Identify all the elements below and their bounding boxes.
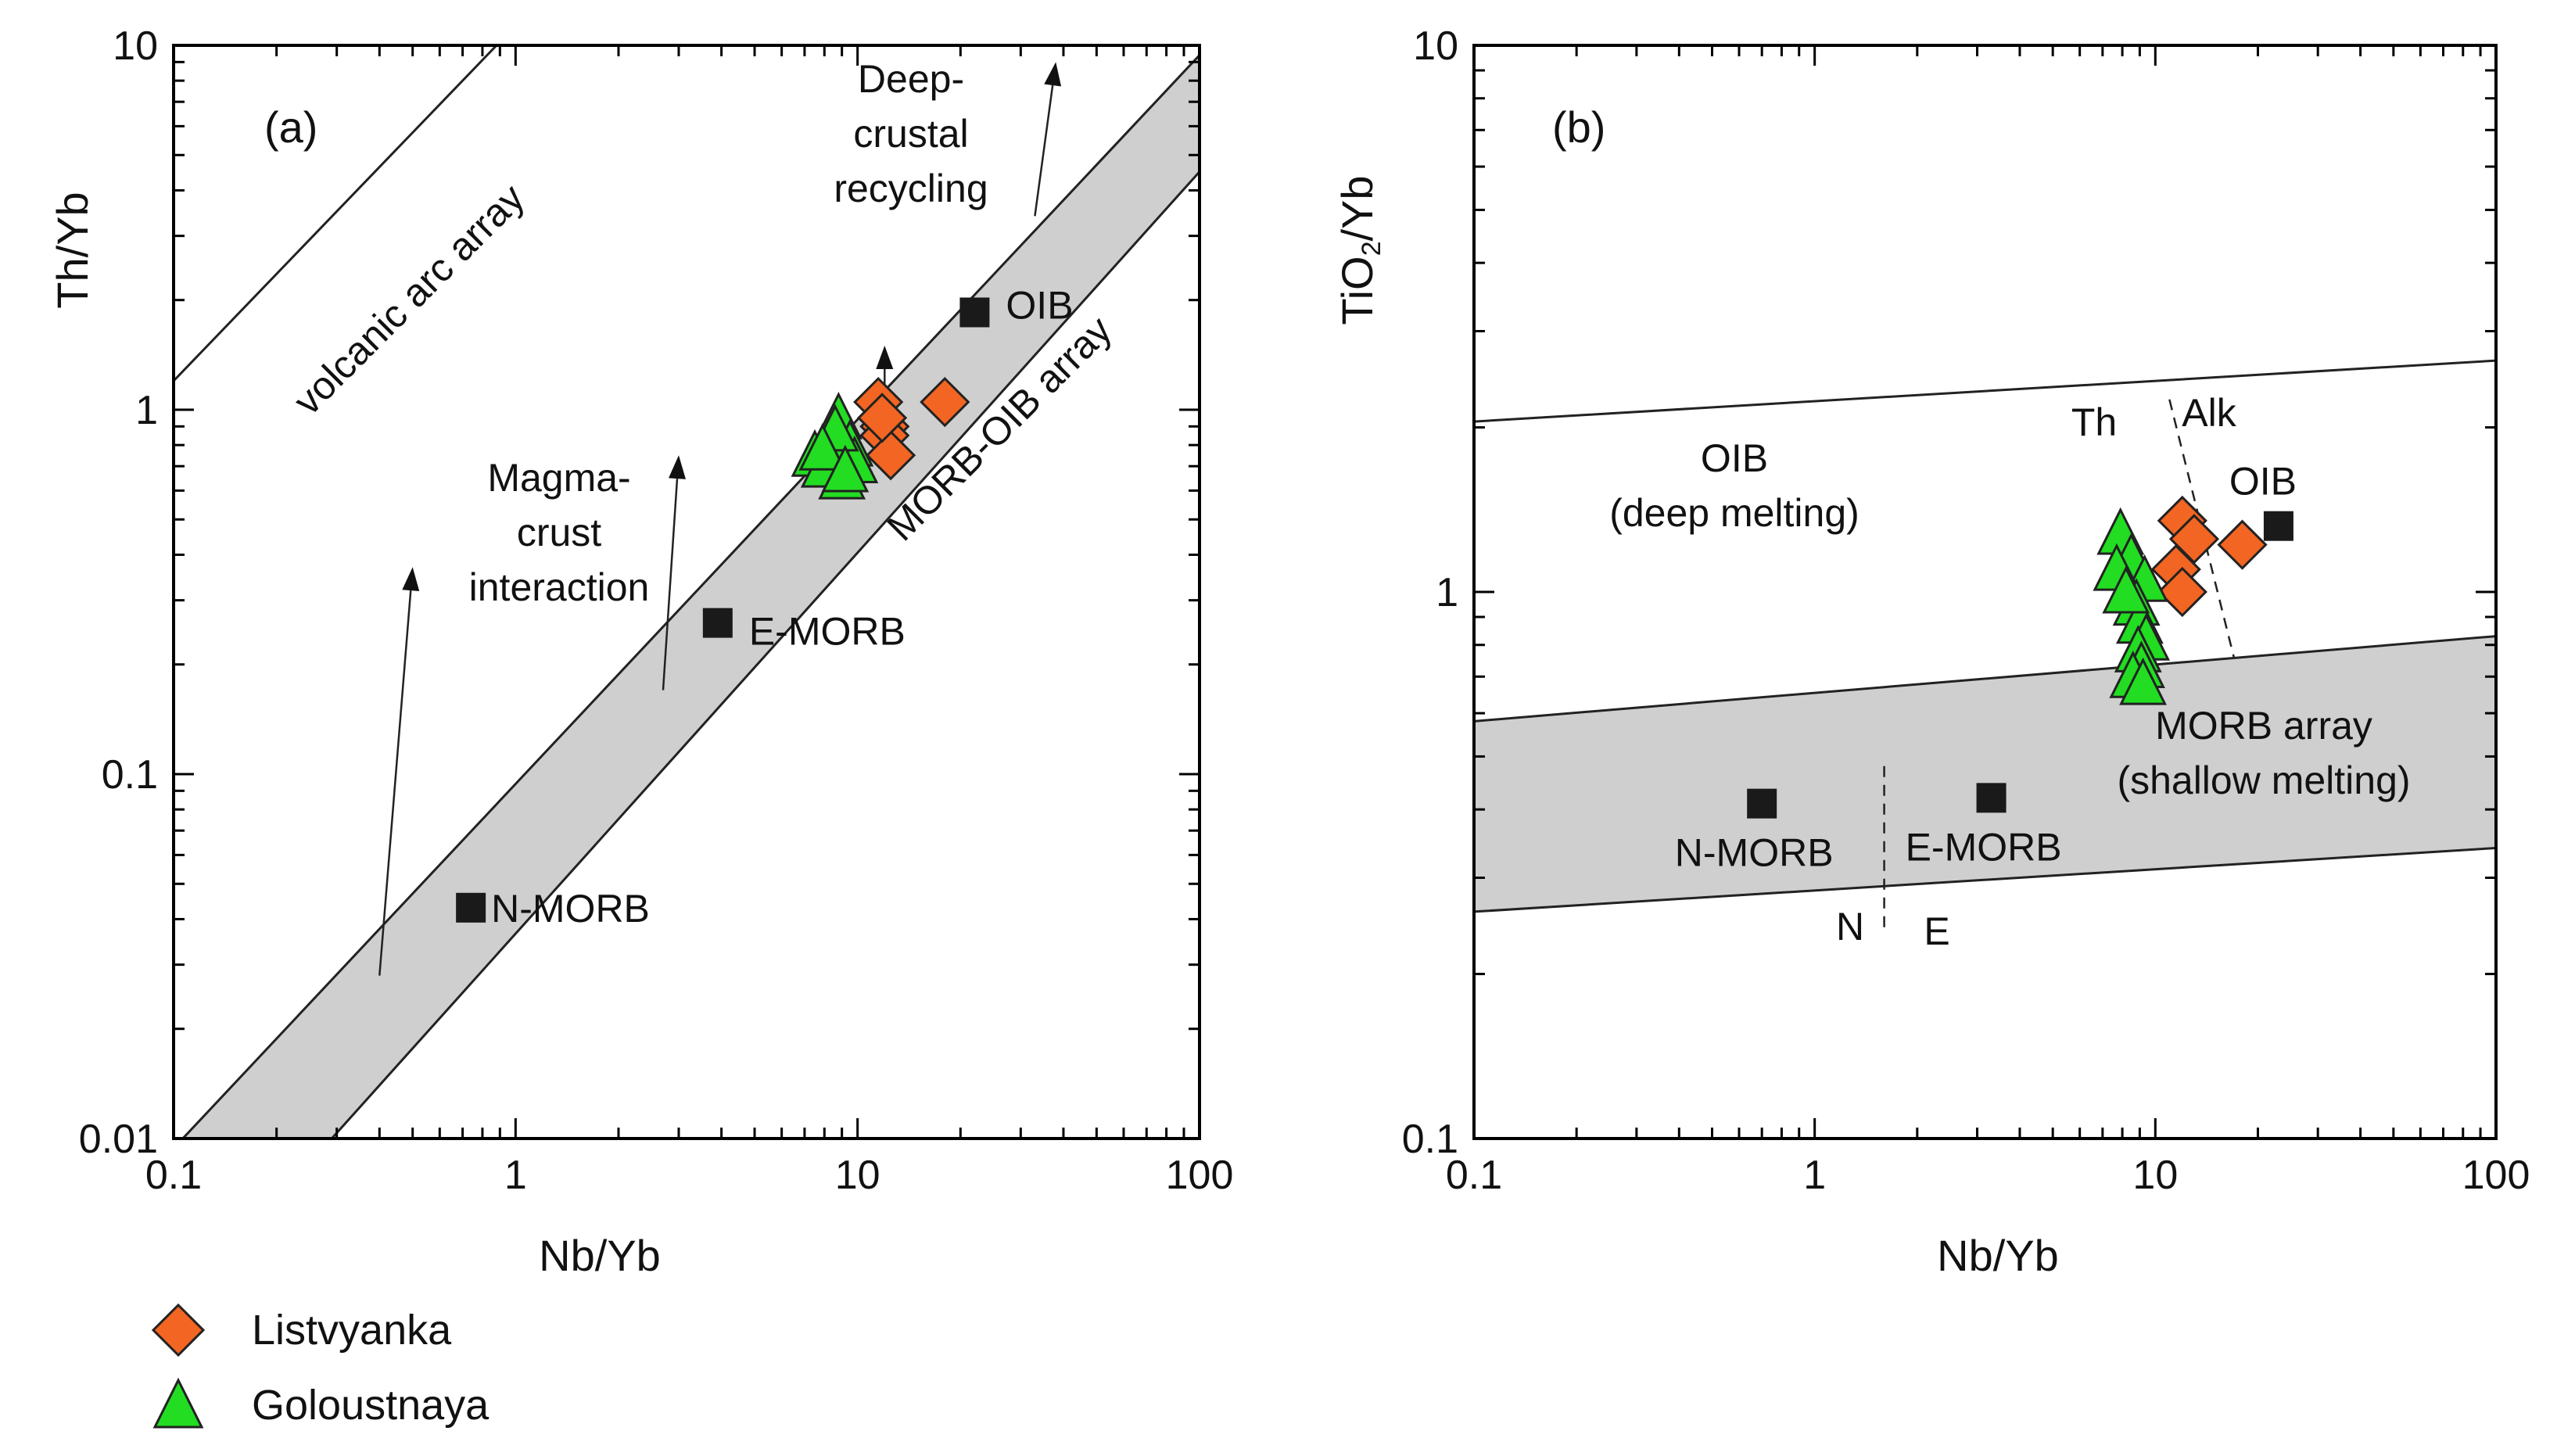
panel-a-goloustnaya-point	[798, 422, 847, 471]
panel-a-volcanic-arc-line	[174, 45, 498, 382]
panel-b-x-tick-label: 100	[2462, 1153, 2530, 1198]
panel-a-magma-crust-label: Magma- crust interaction	[469, 456, 650, 609]
panel-a-ref-e-morb-marker	[702, 608, 733, 638]
panel-b-listvyanka-point	[2217, 519, 2268, 570]
panel-b: N-MORB E-MORB OIB 0.1 1 10 100 0.1 1 10 (b) OIB (…	[1332, 23, 2530, 1280]
panel-b-y-axis-label: TiO2/Yb	[1332, 175, 1386, 325]
panel-b-ref-oib-label: OIB	[2229, 460, 2297, 504]
panel-a-arrow-2-head	[876, 345, 894, 369]
panel-b-morb-band-fill	[1474, 636, 2496, 912]
legend-diamond-marker	[151, 1303, 206, 1357]
oib-region-line2: (deep melting)	[1609, 491, 1859, 535]
legend-triangle-marker	[152, 1377, 204, 1429]
panel-a-x-tick-label: 100	[1166, 1153, 1234, 1198]
panel-a-x-axis-label: Nb/Yb	[539, 1231, 661, 1280]
panel-b-y-tick-label: 0.1	[1402, 1117, 1458, 1162]
panel-a-arrow-3-shaft	[1034, 84, 1054, 217]
panel-a-ref-n-morb-label: N-MORB	[491, 887, 650, 931]
legend-label-listvyanka: Listvyanka	[252, 1307, 452, 1354]
magma-label-line1: Magma-	[487, 456, 630, 500]
panel-a-x-tick-label: 10	[835, 1153, 880, 1198]
panel-b-e-label: E	[1924, 909, 1949, 953]
panel-b-x-tick-label: 10	[2132, 1153, 2178, 1198]
panel-b-x-axis-label: Nb/Yb	[1937, 1231, 2059, 1280]
panel-a-x-tick-label: 0.1	[145, 1153, 202, 1198]
panel-a-y-axis-label: Th/Yb	[48, 192, 97, 308]
panel-a-deep-crustal-label: Deep- crustal recycling	[834, 57, 988, 210]
panel-a-arrow-1-shaft	[662, 479, 679, 690]
deep-label-line1: Deep-	[858, 57, 964, 101]
legend: Listvyanka Goloustnaya	[151, 1303, 490, 1429]
panel-a-x-tick-label: 1	[504, 1153, 527, 1198]
panel-a-arrow-0-shaft	[378, 590, 412, 976]
legend-label-goloustnaya: Goloustnaya	[252, 1382, 490, 1429]
panel-b-th-label: Th	[2071, 400, 2117, 444]
panel-b-oib-region-label: OIB (deep melting)	[1609, 436, 1859, 535]
y-label-tail: /Yb	[1332, 175, 1382, 241]
oib-region-line1: OIB	[1701, 436, 1768, 480]
y-label-tio: TiO	[1332, 256, 1382, 325]
panel-a-morb-oib-band-upper-line	[181, 54, 1200, 1139]
panel-b-ref-oib-marker	[2263, 511, 2293, 541]
panel-a-ref-e-morb-label: E-MORB	[749, 610, 906, 654]
panel-b-morb-band-lower-line	[1474, 846, 2496, 913]
panel-b-ref-n-morb-label: N-MORB	[1675, 831, 1834, 875]
legend-item-listvyanka: Listvyanka	[151, 1303, 452, 1357]
panel-b-ref-n-morb-marker	[1747, 788, 1777, 819]
morb-array-line2: (shallow melting)	[2117, 758, 2410, 802]
panel-a-listvyanka-point	[865, 430, 916, 481]
panel-a-plot-frame	[172, 44, 1201, 1140]
panel-a-ref-n-morb-marker	[456, 892, 486, 923]
panel-b-y-tick-label: 1	[1436, 570, 1458, 615]
magma-label-line3: interaction	[469, 565, 650, 609]
panel-a-y-tick-label: 10	[113, 23, 158, 69]
panel-b-morb-band-upper-line	[1474, 635, 2496, 723]
panel-a-ref-oib-label: OIB	[1006, 283, 1073, 327]
panel-b-oib-boundary-line	[1473, 359, 2497, 423]
panel-a-y-tick-label: 0.1	[102, 752, 158, 798]
panel-a-goloustnaya-point	[821, 444, 870, 493]
panel-a-morb-oib-band-lower-line	[331, 170, 1200, 1139]
panel-b-goloustnaya-point	[2102, 565, 2150, 614]
panel-a-arrow-3-head	[1044, 62, 1062, 87]
magma-label-line2: crust	[517, 511, 601, 554]
panel-a-listvyanka-point	[856, 393, 908, 443]
panel-a-listvyanka-point	[920, 377, 970, 428]
panel-b-label: (b)	[1552, 102, 1605, 152]
deep-label-line2: crustal	[853, 112, 968, 156]
panel-a-y-tick-label: 0.01	[79, 1117, 158, 1162]
y-label-sub: 2	[1357, 242, 1386, 256]
panel-b-x-tick-label: 1	[1803, 1153, 1826, 1198]
panel-a-ref-oib-marker	[959, 297, 990, 328]
panel-b-x-tick-label: 0.1	[1446, 1153, 1502, 1198]
panel-a-y-tick-label: 1	[135, 388, 158, 433]
morb-array-line1: MORB array	[2155, 704, 2372, 748]
panel-b-goloustnaya-point	[2119, 657, 2167, 705]
panel-a-arrow-0-head	[402, 567, 420, 592]
panel-b-listvyanka-point	[2157, 566, 2207, 618]
panel-b-data-layer: N-MORB E-MORB OIB 0.1 1 10 100 0.1 1 10	[1402, 23, 2530, 1198]
panel-b-ref-e-morb-label: E-MORB	[1906, 825, 2062, 869]
panel-a-label: (a)	[264, 102, 317, 152]
panel-b-ref-e-morb-marker	[1976, 783, 2007, 813]
panel-b-n-label: N	[1836, 905, 1864, 949]
panel-b-morb-array-label: MORB array (shallow melting)	[2117, 704, 2410, 802]
panel-b-y-tick-label: 10	[1413, 23, 1458, 69]
panel-b-alk-label: Alk	[2182, 391, 2236, 435]
deep-label-line3: recycling	[834, 167, 988, 210]
legend-item-goloustnaya: Goloustnaya	[152, 1377, 490, 1429]
panel-a-arrow-1-head	[669, 455, 686, 479]
